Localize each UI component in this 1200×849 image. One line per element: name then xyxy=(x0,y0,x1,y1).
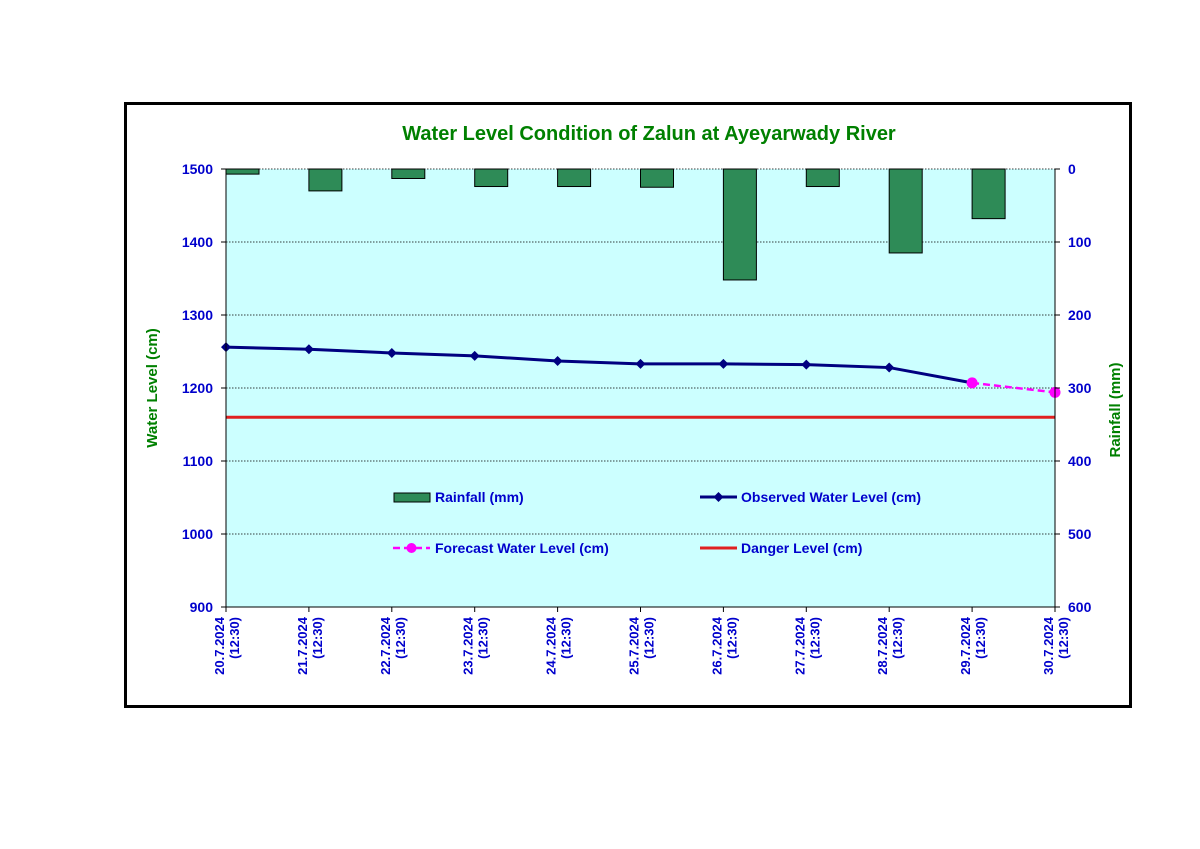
observed-water-level-line xyxy=(225,345,973,385)
right-axis-title: Rainfall (mm) xyxy=(1107,362,1124,457)
rainfall-bar xyxy=(722,168,757,281)
left-tick-label: 1500 xyxy=(182,161,213,177)
rainfall-bar xyxy=(557,168,592,188)
right-tick-label: 400 xyxy=(1068,453,1092,469)
x-tick-label: 24.7.2024 (12:30) xyxy=(544,616,574,675)
left-axis-title: Water Level (cm) xyxy=(144,328,161,447)
legend-marker-forecast xyxy=(406,543,417,553)
observed-point xyxy=(469,350,480,361)
x-tick-date: 30.7.2024 xyxy=(1041,616,1056,675)
right-tick-label: 100 xyxy=(1068,234,1092,250)
x-tick-time: (12:30) xyxy=(1056,617,1071,659)
legend-marker-observed xyxy=(713,492,724,502)
x-tick-time: (12:30) xyxy=(227,617,242,659)
right-tick-label: 500 xyxy=(1068,526,1092,542)
x-tick-time: (12:30) xyxy=(642,617,657,659)
right-tick-label: 0 xyxy=(1068,161,1076,177)
x-tick-date: 26.7.2024 xyxy=(709,616,724,675)
x-axis-ticks: 20.7.2024 (12:30) 21.7.2024 (12:30) 22.7.202… xyxy=(212,607,1071,675)
left-tick-label: 1100 xyxy=(183,453,214,469)
left-tick-label: 1400 xyxy=(182,234,213,250)
left-tick-label: 1000 xyxy=(182,526,213,542)
x-tick-date: 24.7.2024 xyxy=(544,616,559,675)
observed-point xyxy=(801,359,812,370)
x-tick-label: 30.7.2024 (12:30) xyxy=(1041,616,1071,675)
x-tick-time: (12:30) xyxy=(559,617,574,659)
rainfall-bar xyxy=(225,168,260,175)
observed-point xyxy=(386,347,397,358)
x-tick-label: 22.7.2024 (12:30) xyxy=(378,616,408,675)
legend-label: Forecast Water Level (cm) xyxy=(435,540,609,556)
rainfall-bar xyxy=(805,168,840,188)
right-tick-label: 300 xyxy=(1068,380,1092,396)
x-tick-date: 22.7.2024 xyxy=(378,616,393,675)
water-level-lines xyxy=(221,342,1061,419)
x-tick-label: 20.7.2024 (12:30) xyxy=(212,616,242,675)
x-tick-label: 21.7.2024 (12:30) xyxy=(295,616,325,675)
legend-label: Observed Water Level (cm) xyxy=(741,489,921,505)
x-tick-date: 23.7.2024 xyxy=(461,616,476,675)
observed-point xyxy=(552,355,563,366)
x-tick-label: 27.7.2024 (12:30) xyxy=(792,616,822,675)
rainfall-bar xyxy=(308,168,343,192)
x-tick-time: (12:30) xyxy=(807,617,822,659)
rainfall-bar xyxy=(640,168,674,188)
right-axis-ticks: 0 100 200 300 400 500 600 xyxy=(1055,161,1092,615)
right-tick-label: 600 xyxy=(1068,599,1092,615)
observed-point xyxy=(635,358,646,369)
rainfall-bar xyxy=(391,168,426,179)
observed-point xyxy=(303,344,314,355)
x-tick-time: (12:30) xyxy=(890,617,905,659)
x-tick-label: 23.7.2024 (12:30) xyxy=(461,616,491,675)
forecast-water-level-line xyxy=(971,381,1056,394)
observed-point xyxy=(718,358,729,369)
observed-point xyxy=(884,362,895,373)
legend-label: Danger Level (cm) xyxy=(741,540,862,556)
chart-title: Water Level Condition of Zalun at Ayeyar… xyxy=(402,123,896,145)
rainfall-bar xyxy=(971,168,1006,220)
rainfall-bar xyxy=(474,168,509,188)
left-tick-label: 1300 xyxy=(182,307,213,323)
left-tick-label: 1200 xyxy=(182,380,213,396)
x-tick-time: (12:30) xyxy=(310,617,325,659)
left-tick-label: 900 xyxy=(190,599,214,615)
x-tick-date: 27.7.2024 xyxy=(792,616,807,675)
x-tick-label: 25.7.2024 (12:30) xyxy=(627,616,657,675)
x-tick-time: (12:30) xyxy=(476,617,491,659)
forecast-point xyxy=(966,377,978,389)
x-tick-date: 20.7.2024 xyxy=(212,616,227,675)
x-tick-label: 26.7.2024 (12:30) xyxy=(709,616,739,675)
x-tick-date: 29.7.2024 xyxy=(958,616,973,675)
rainfall-bar xyxy=(888,168,923,254)
x-tick-date: 28.7.2024 xyxy=(875,616,890,675)
legend-label: Rainfall (mm) xyxy=(435,489,524,505)
x-tick-label: 28.7.2024 (12:30) xyxy=(875,616,905,675)
x-tick-time: (12:30) xyxy=(724,617,739,659)
right-tick-label: 200 xyxy=(1068,307,1092,323)
x-tick-date: 21.7.2024 xyxy=(295,616,310,675)
x-tick-label: 29.7.2024 (12:30) xyxy=(958,616,988,675)
rainfall-bars xyxy=(225,168,1006,281)
x-tick-time: (12:30) xyxy=(393,617,408,659)
legend-swatch-rainfall xyxy=(393,492,431,503)
left-axis-ticks: 900 1000 1100 1200 1300 1400 1500 xyxy=(182,161,226,615)
legend: Rainfall (mm) Observed Water Level (cm) Fo… xyxy=(393,489,921,556)
x-tick-time: (12:30) xyxy=(973,617,988,659)
x-tick-date: 25.7.2024 xyxy=(627,616,642,675)
